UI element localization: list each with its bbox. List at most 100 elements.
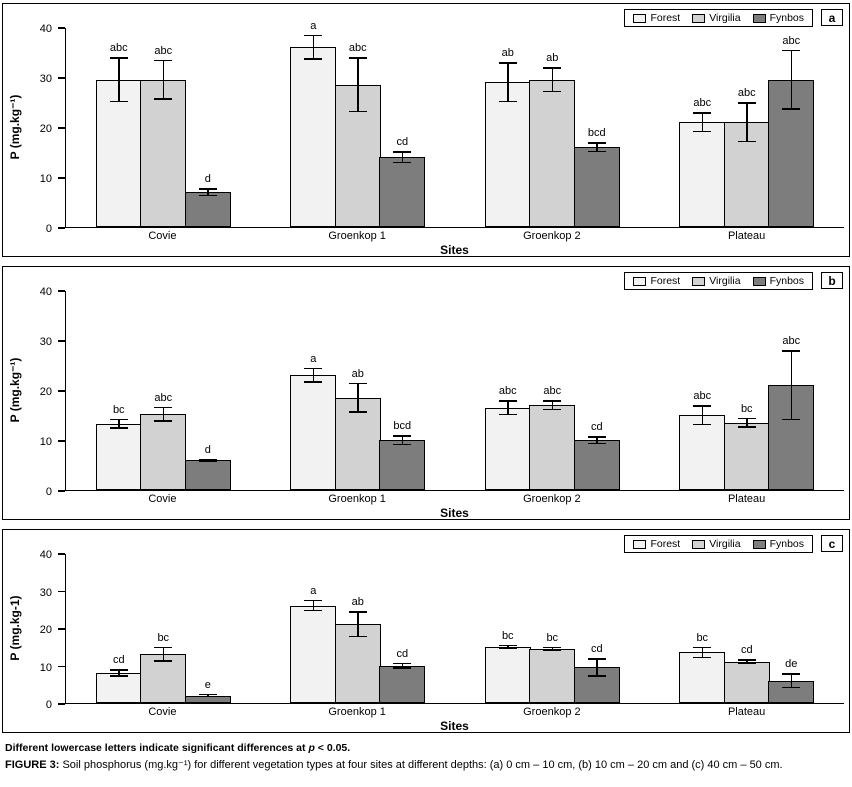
bar-group-groenkop-1: a ab cd [290,585,426,703]
bar-virgilia: bc [529,632,576,703]
error-bar-stem [312,599,314,612]
bar-fynbos: d [184,173,231,227]
bar-rect [95,673,142,703]
significance-letter: ab [351,367,364,380]
bar-virgilia: cd [723,644,770,703]
error-bar-cap-bottom [154,420,173,422]
error-bar-stem [207,188,209,196]
error-bar-cap-top [154,59,173,61]
error-bar-stem [790,350,792,420]
legend-label: Forest [650,538,681,550]
significance-letter: cd [590,421,603,433]
x-category-label: Covie [148,493,177,505]
legend-item: Fynbos [752,12,804,24]
y-tick-label: 30 [39,336,52,348]
bar-group-plateau: bc cd de [679,632,815,703]
x-category-label: Groenkop 2 [523,706,581,718]
bar-virgilia: abc [140,392,187,490]
figure-caption: FIGURE 3: Soil phosphorus (mg.kg⁻¹) for … [5,758,848,771]
error-bar-cap-bottom [109,427,128,429]
y-tick-label: 20 [39,386,52,398]
legend-item: Virgilia [692,538,741,550]
error-bar-cap-top [304,34,323,36]
legend-label: Forest [650,275,681,287]
error-bar-cap-bottom [304,58,323,60]
error-bar-cap-bottom [198,194,217,196]
significance-letter: e [204,678,211,691]
error-bar-cap-top [498,62,517,64]
error-bar-stem [551,67,553,92]
y-tick-mark [58,490,65,492]
error-bar-stem [596,658,598,677]
significance-letter: d [204,443,211,456]
bar-group-covie: bc abc d [95,392,231,490]
error-bar-stem [596,436,598,444]
error-bar-cap-top [693,646,712,649]
bar-rect [723,661,770,703]
legend-item: Fynbos [752,275,804,287]
bar-virgilia: abc [529,385,576,490]
significance-letter: abc [693,97,712,109]
bar-group-groenkop-2: abc abc cd [484,385,620,490]
bar-fynbos: e [184,679,231,703]
error-bar-stem [357,382,359,413]
significance-letter: bc [740,402,753,415]
error-bar-cap-bottom [782,418,801,420]
error-bar-stem [162,406,164,422]
bar-rect [379,157,426,227]
error-bar-cap-bottom [348,635,367,638]
y-tick-mark [58,665,65,668]
legend-swatch-fynbos [752,276,766,286]
error-bar-cap-top [109,418,128,420]
plot-area: cd bc e a ab cd bc bc cd bc cd de [65,554,844,704]
error-bar-cap-bottom [543,408,562,410]
error-bar-cap-top [498,644,517,647]
error-bar-cap-bottom [198,695,217,698]
plot-area: bc abc d a ab bcd abc abc cd abc bc abc [65,291,844,491]
error-bar-stem [790,673,792,688]
x-category-label: Groenkop 1 [328,230,386,242]
bar-rect [379,440,426,490]
significance-letter: abc [109,42,128,54]
significance-letter: cd [740,644,753,657]
error-bar-cap-bottom [348,110,367,112]
error-bar-cap-top [348,382,367,384]
bar-virgilia: ab [334,368,381,490]
bar-group-covie: abc abc d [95,42,231,227]
error-bar-cap-bottom [693,656,712,658]
x-axis-title: Sites [440,243,469,257]
bar-rect [484,82,531,227]
panel-letter-box: a [821,9,843,26]
bar-virgilia: bc [140,632,187,703]
error-bar-cap-bottom [693,423,712,425]
error-bar-cap-top [737,659,756,661]
bar-forest: abc [484,385,531,490]
y-tick-mark [58,628,65,630]
bar-rect [290,47,337,227]
legend-item: Virgilia [692,12,741,24]
legend: Forest Virgilia Fynbos [624,272,813,290]
bar-fynbos: cd [573,643,620,703]
legend-label: Fynbos [769,538,804,550]
error-bar-cap-top [198,188,217,190]
bar-rect [334,624,381,703]
legend-swatch-fynbos [752,13,766,23]
bar-rect [484,407,531,490]
error-bar-cap-top [587,142,606,144]
error-bar-stem [312,367,314,383]
legend-label: Virgilia [709,12,741,24]
x-category-row: Covie Groenkop 1 Groenkop 2 Plateau [65,230,844,242]
y-tick-mark [58,290,65,292]
error-bar-stem [357,611,359,638]
error-bar-cap-top [304,367,323,369]
y-tick-mark [58,127,65,129]
x-category-row: Covie Groenkop 1 Groenkop 2 Plateau [65,706,844,718]
bar-rect [679,652,726,703]
bar-rect [573,440,620,490]
bar-rect [529,405,576,490]
error-bar-stem [357,57,359,112]
error-bar-cap-bottom [304,609,323,612]
error-bar-stem [701,405,703,425]
error-bar-cap-bottom [737,662,756,665]
y-axis: 0 10 20 30 40 [3,23,65,235]
